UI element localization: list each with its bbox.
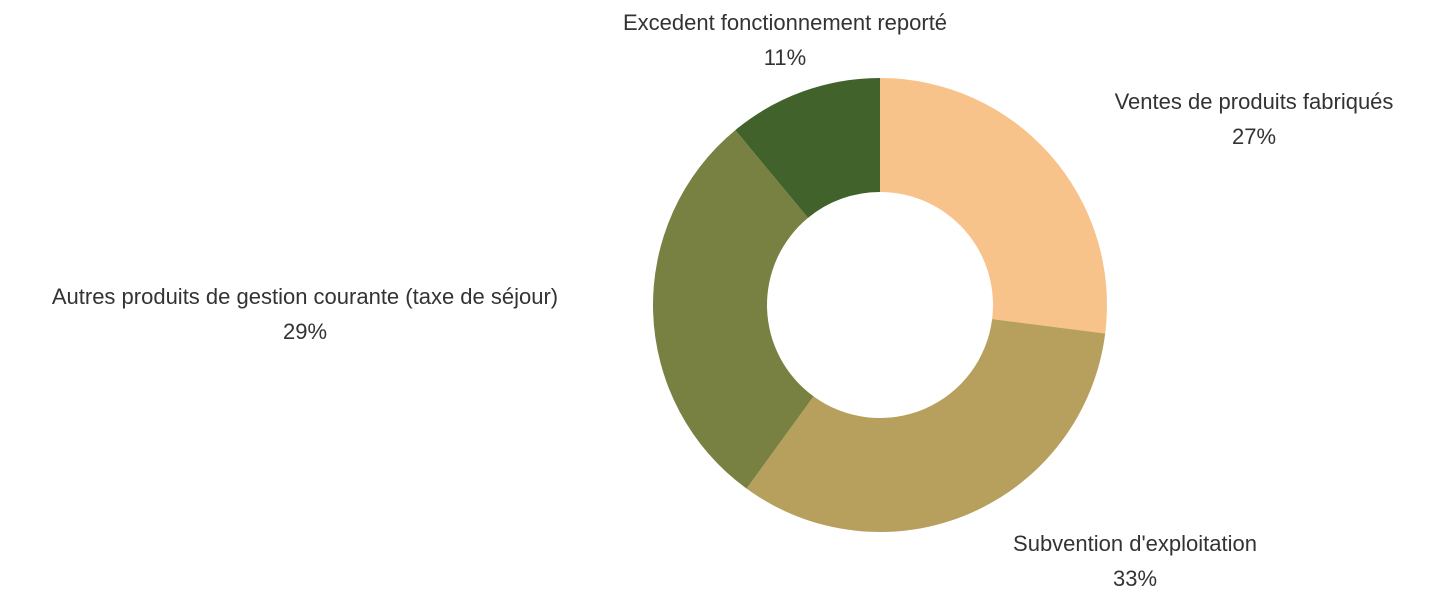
slice-label: Subvention d'exploitation [1013,531,1257,556]
slice-value-label: 27% [1232,124,1276,149]
slice-value-label: 11% [764,45,806,70]
slice-value-label: 33% [1113,566,1157,591]
slice-value-label: 29% [283,319,327,344]
donut-slice [735,78,880,218]
donut-slice [653,130,814,489]
slice-label: Excedent fonctionnement reporté [623,10,947,35]
donut-slice [746,319,1106,533]
slice-label: Ventes de produits fabriqués [1115,89,1394,114]
donut-slice [880,78,1107,334]
slice-label: Autres produits de gestion courante (tax… [52,284,558,309]
